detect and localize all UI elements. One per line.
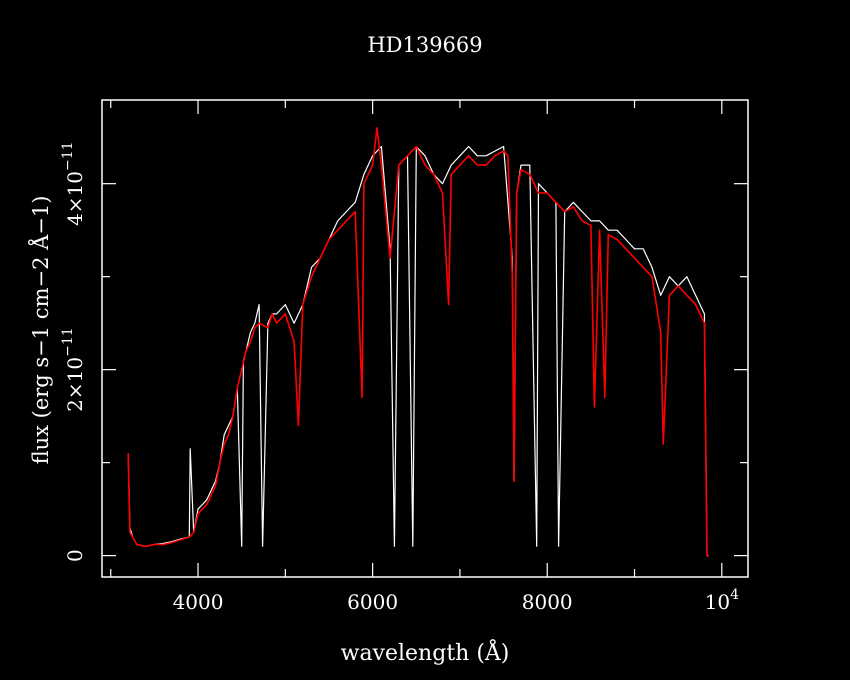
chart-title: HD139669 xyxy=(367,33,482,57)
series-line-0 xyxy=(127,145,709,557)
x-tick-label: 8000 xyxy=(522,590,573,614)
y-axis-label: flux (erg s−1 cm−2 Å−1) xyxy=(28,196,53,465)
series-layer xyxy=(127,127,709,557)
x-axis-label: wavelength (Å) xyxy=(341,638,510,666)
y-tick-label: 0 xyxy=(63,549,87,562)
series-line-1 xyxy=(127,127,709,557)
plot-frame xyxy=(101,99,749,578)
x-tick-label: 4000 xyxy=(173,590,224,614)
x-tick-label: 6000 xyxy=(347,590,398,614)
